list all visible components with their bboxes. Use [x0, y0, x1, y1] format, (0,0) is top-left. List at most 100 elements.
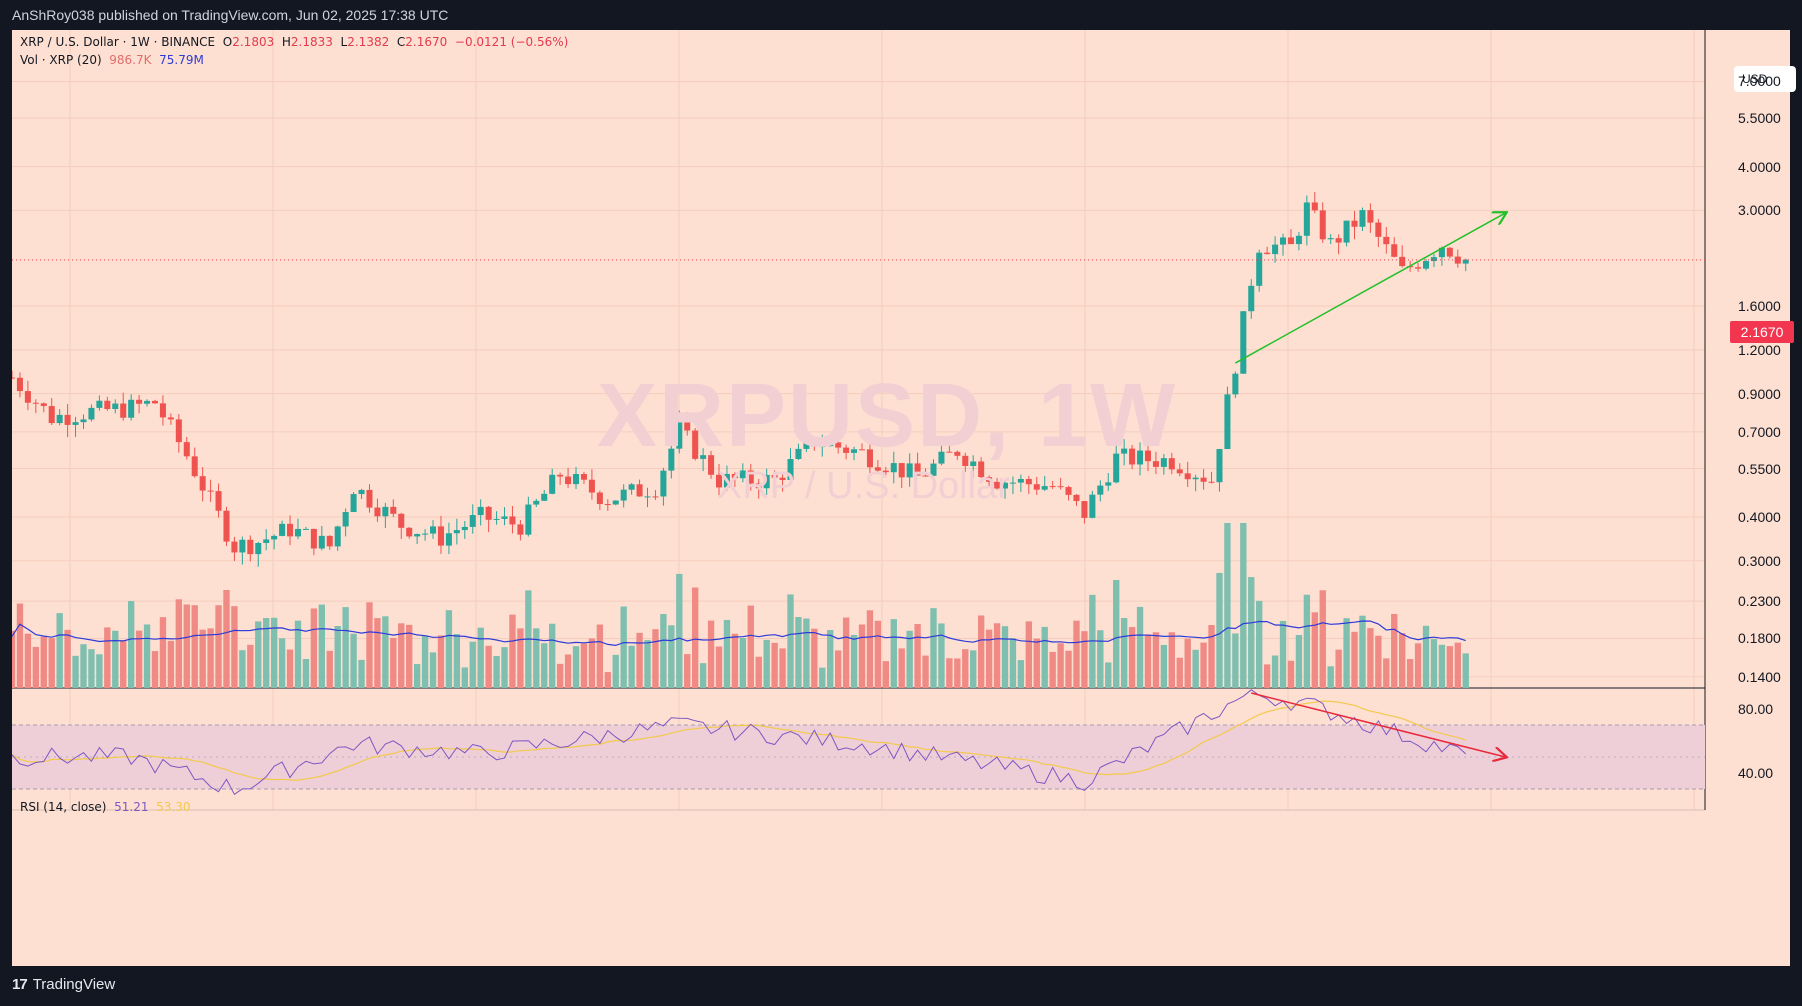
candle-body — [620, 489, 627, 501]
candle-body — [255, 542, 262, 555]
candle-body — [199, 476, 206, 491]
volume-bar — [1343, 618, 1350, 688]
candle-body — [755, 483, 762, 489]
watermark-name: XRP / U.S. Dollar — [717, 465, 1010, 507]
price-tick-label: 4.0000 — [1738, 158, 1781, 175]
candle-body — [294, 528, 301, 537]
time-tick-label: Jul — [1478, 968, 1498, 985]
candle-body — [874, 467, 881, 471]
time-tick-label: Jul — [666, 968, 686, 985]
candle-body — [1351, 220, 1358, 227]
volume-bar — [970, 650, 977, 688]
volume-bar — [64, 629, 71, 688]
volume-bar — [334, 626, 341, 688]
time-tick-label: Jul — [1072, 968, 1092, 985]
volume-bar — [676, 573, 683, 688]
volume-bar — [350, 633, 357, 688]
volume-bar — [636, 632, 643, 688]
candle-body — [72, 422, 79, 425]
chart-canvas[interactable] — [12, 30, 1790, 966]
candle-body — [279, 523, 286, 536]
volume-bar — [755, 656, 762, 688]
volume-bar — [596, 624, 604, 688]
price-tick-label: 0.1400 — [1738, 668, 1781, 685]
volume-bar — [795, 616, 802, 688]
candle-body — [80, 419, 87, 423]
candle-body — [668, 448, 675, 471]
volume-bar — [80, 644, 87, 688]
candle-body — [1025, 479, 1032, 485]
open-value: 2.1803 — [232, 35, 275, 49]
time-tick-label: 2024 — [869, 968, 903, 985]
volume-bar — [247, 644, 254, 688]
candle-body — [358, 489, 365, 495]
candle-body — [843, 447, 850, 453]
volume-bar — [1144, 634, 1152, 688]
candle-body — [1423, 261, 1430, 269]
candle-body — [159, 403, 166, 418]
volume-bar — [787, 594, 794, 688]
volume-bar — [1065, 650, 1072, 688]
volume-bar — [779, 648, 786, 688]
candle-body — [453, 530, 460, 534]
volume-bar — [1359, 615, 1366, 688]
volume-bar — [24, 633, 32, 688]
candle-body — [604, 504, 611, 506]
volume-bar — [739, 637, 747, 688]
candle-body — [978, 461, 985, 478]
candle-body — [827, 442, 834, 447]
volume-bar — [16, 603, 24, 688]
volume-bar — [549, 623, 556, 688]
candle-body — [493, 518, 500, 520]
volume-bar — [104, 627, 111, 688]
candle-body — [763, 474, 770, 489]
volume-bar — [1454, 642, 1461, 688]
candle-body — [1113, 453, 1120, 483]
rsi-value: 51.21 — [114, 800, 149, 814]
candle-body — [334, 526, 341, 547]
volume-bar — [604, 672, 611, 688]
candle-body — [580, 474, 587, 480]
candle-body — [954, 451, 961, 456]
volume-bar — [620, 606, 627, 688]
chart-area[interactable]: XRPUSD, 1W XRP / U.S. Dollar XRP / U.S. … — [12, 30, 1796, 985]
volume-bar — [1041, 626, 1048, 688]
candle-body — [382, 506, 389, 517]
close-value: 2.1670 — [405, 35, 448, 49]
candle-body — [1009, 482, 1016, 484]
candle-body — [739, 470, 746, 479]
candle-body — [1367, 210, 1374, 223]
candle-body — [708, 455, 715, 475]
volume-bar — [652, 629, 659, 688]
support-trendline — [1235, 213, 1505, 364]
candle-body — [183, 442, 190, 457]
volume-bar — [541, 643, 548, 688]
volume-bar — [1335, 649, 1342, 688]
candle-body — [652, 496, 659, 498]
candle-body — [795, 448, 802, 460]
volume-bar — [938, 623, 945, 688]
volume-bar — [255, 621, 262, 688]
currency-selector[interactable]: USD — [1734, 66, 1796, 92]
candle-body — [1129, 448, 1136, 465]
volume-bar — [1073, 620, 1080, 688]
candle-body — [406, 527, 413, 537]
candle-body — [525, 504, 532, 535]
candle-body — [239, 539, 246, 553]
volume-bar — [270, 617, 278, 688]
candle-body — [1001, 482, 1009, 489]
volume-bar — [358, 659, 365, 688]
candle-body — [1343, 220, 1350, 243]
volume-bar — [207, 628, 214, 688]
time-tick-label: Jul — [260, 968, 280, 985]
volume-bar — [159, 617, 167, 688]
volume-bar — [1017, 660, 1025, 688]
volume-bar — [421, 635, 429, 688]
tradingview-logo[interactable]: 17 TradingView — [12, 976, 115, 993]
candle-body — [898, 463, 905, 478]
volume-bar — [167, 640, 175, 688]
price-tick-label: 5.5000 — [1738, 110, 1781, 127]
volume-bar — [660, 614, 667, 688]
volume-bar — [1208, 625, 1215, 688]
candle-body — [779, 477, 786, 481]
